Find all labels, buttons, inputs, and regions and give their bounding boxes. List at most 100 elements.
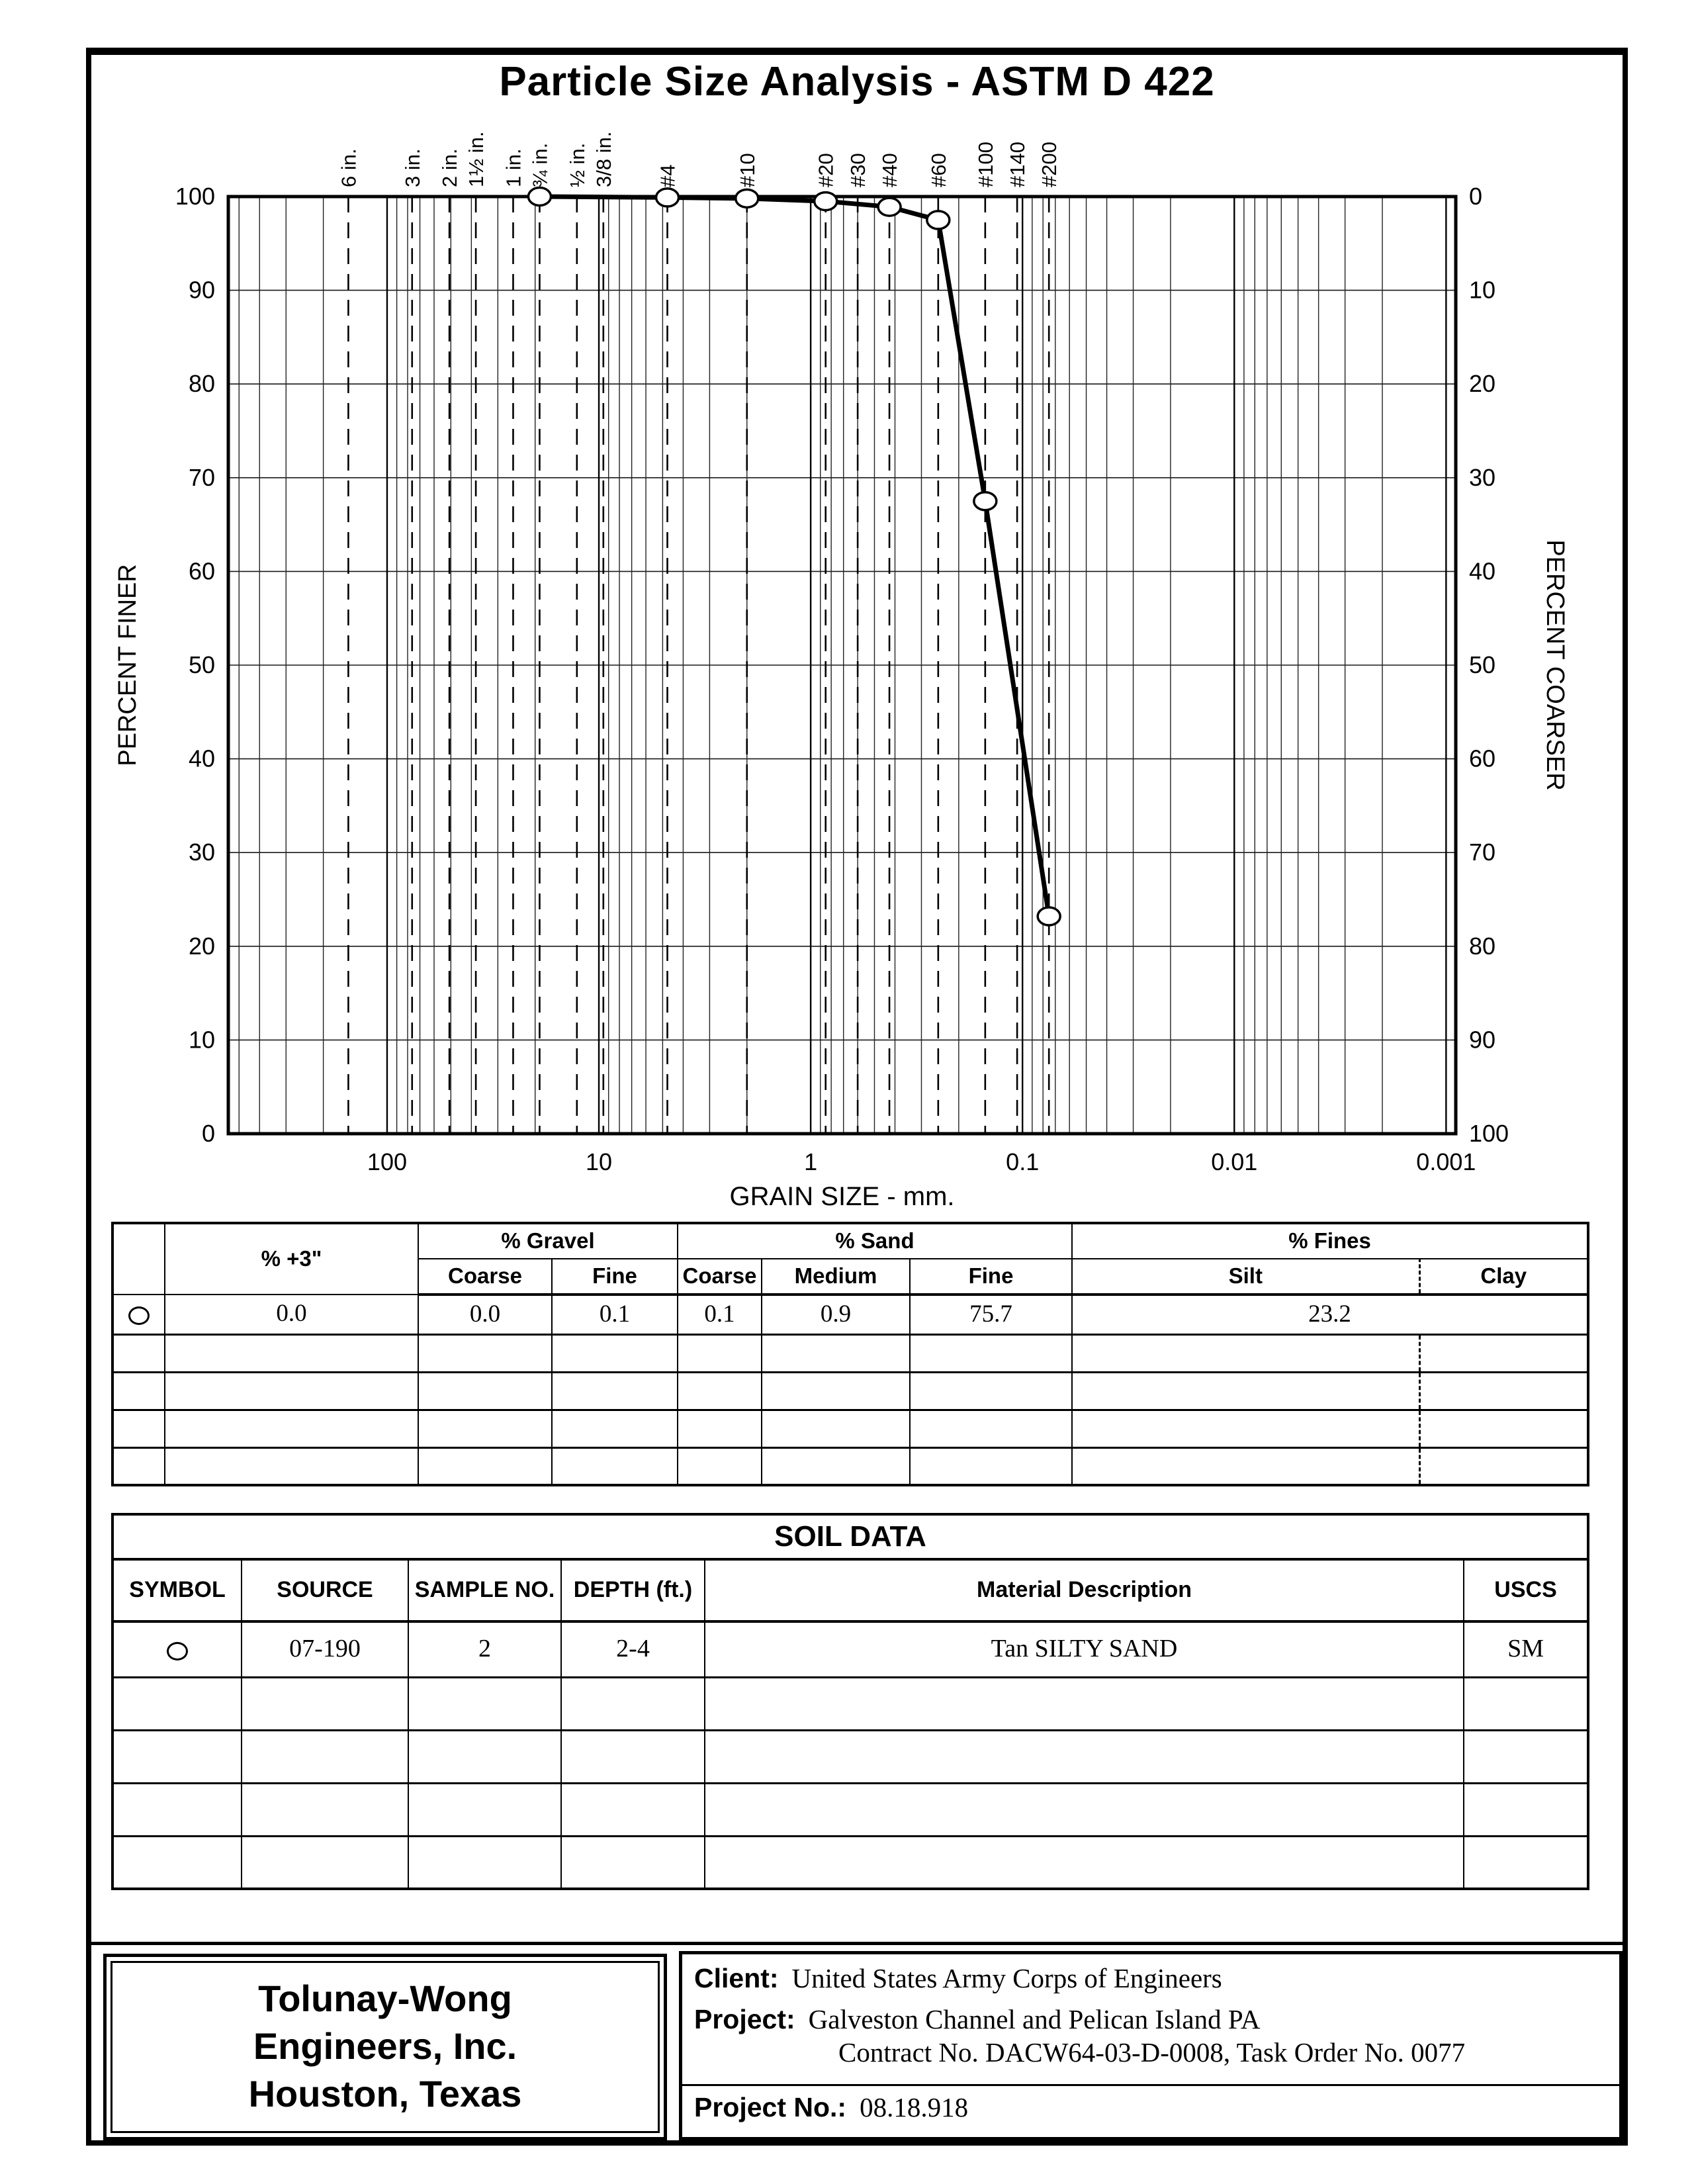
y-axis-left-tick-labels: 0 10 20 30 40 50 60 70 80 90 100 bbox=[175, 183, 215, 1147]
empty-cell bbox=[418, 1409, 553, 1449]
svg-text:70: 70 bbox=[1469, 839, 1495, 866]
empty-cell bbox=[112, 1835, 242, 1890]
page-title: Particle Size Analysis - ASTM D 422 bbox=[499, 59, 1215, 105]
empty-cell bbox=[551, 1447, 678, 1486]
grading-silt-header: Silt bbox=[1071, 1258, 1421, 1296]
svg-text:0.01: 0.01 bbox=[1211, 1148, 1257, 1175]
open-circle-marker bbox=[654, 187, 680, 208]
sieve-size-labels: 6 in. 3 in. 2 in. 1½ in. 1 in. ¾ in. ½ in. 3/8 … bbox=[337, 132, 1061, 187]
empty-cell bbox=[112, 1782, 242, 1837]
project-value-line2: Contract No. DACW64-03-D-0008, Task Orde… bbox=[838, 2037, 1466, 2068]
svg-text:100: 100 bbox=[1469, 1120, 1509, 1147]
empty-cell bbox=[551, 1371, 678, 1411]
empty-cell bbox=[560, 1729, 705, 1784]
grading-sand-medium-value: 0.9 bbox=[761, 1294, 911, 1336]
svg-text:30: 30 bbox=[1469, 464, 1495, 491]
soil-material-value: Tan SILTY SAND bbox=[704, 1621, 1464, 1678]
svg-text:0: 0 bbox=[202, 1120, 215, 1147]
empty-cell bbox=[909, 1447, 1073, 1486]
soil-data-title: SOIL DATA bbox=[111, 1514, 1589, 1561]
empty-cell bbox=[1462, 1782, 1589, 1837]
open-circle-marker bbox=[926, 210, 951, 230]
grading-fines-value: 23.2 bbox=[1071, 1294, 1589, 1336]
empty-cell bbox=[551, 1334, 678, 1373]
client-value: United States Army Corps of Engineers bbox=[791, 1963, 1222, 1993]
svg-text:0: 0 bbox=[1469, 183, 1482, 210]
svg-text:10: 10 bbox=[189, 1026, 215, 1053]
svg-text:½ in.: ½ in. bbox=[566, 143, 589, 187]
svg-text:#60: #60 bbox=[927, 153, 950, 187]
svg-text:6 in.: 6 in. bbox=[337, 148, 360, 187]
empty-cell bbox=[909, 1334, 1073, 1373]
svg-text:30: 30 bbox=[189, 839, 215, 866]
empty-cell bbox=[112, 1409, 165, 1449]
svg-text:#10: #10 bbox=[736, 153, 759, 187]
empty-cell bbox=[1071, 1334, 1421, 1373]
grading-gravel-fine-header: Fine bbox=[551, 1258, 678, 1296]
grading-clay-header: Clay bbox=[1418, 1258, 1589, 1296]
empty-row bbox=[112, 1729, 1589, 1784]
svg-text:60: 60 bbox=[189, 557, 215, 584]
client-label: Client: bbox=[694, 1963, 779, 1993]
plot-border bbox=[226, 195, 1458, 1136]
soil-material-header: Material Description bbox=[704, 1559, 1464, 1623]
svg-text:40: 40 bbox=[1469, 557, 1495, 584]
project-row: Project: Galveston Channel and Pelican Is… bbox=[694, 2003, 1619, 2035]
axis-titles: PERCENT FINER PERCENT COARSER GRAIN SIZE -… bbox=[114, 539, 1569, 1211]
empty-row bbox=[112, 1782, 1589, 1837]
svg-text:20: 20 bbox=[1469, 370, 1495, 397]
grading-gravel-header: % Gravel bbox=[418, 1222, 678, 1259]
client-row: Client: United States Army Corps of Engin… bbox=[694, 1962, 1619, 1994]
gradation-curve bbox=[539, 194, 1051, 917]
grading-data-row: 0.0 0.0 0.1 0.1 0.9 75.7 23.2 bbox=[112, 1294, 1589, 1336]
empty-cell bbox=[408, 1835, 562, 1890]
empty-cell bbox=[418, 1447, 553, 1486]
empty-cell bbox=[241, 1782, 409, 1837]
empty-cell bbox=[677, 1371, 762, 1411]
empty-cell bbox=[677, 1447, 762, 1486]
empty-cell bbox=[704, 1676, 1464, 1731]
empty-cell bbox=[112, 1371, 165, 1411]
company-name-line2: Engineers, Inc. bbox=[253, 2025, 517, 2067]
svg-text:90: 90 bbox=[1469, 1026, 1495, 1053]
svg-text:80: 80 bbox=[1469, 933, 1495, 960]
soil-source-header: SOURCE bbox=[241, 1559, 409, 1623]
svg-text:3 in.: 3 in. bbox=[401, 148, 424, 187]
empty-cell bbox=[560, 1676, 705, 1731]
empty-cell bbox=[761, 1409, 911, 1449]
svg-text:90: 90 bbox=[189, 277, 215, 304]
empty-cell bbox=[1462, 1729, 1589, 1784]
svg-text:10: 10 bbox=[1469, 277, 1495, 304]
empty-cell bbox=[112, 1447, 165, 1486]
project-contract-row: Contract No. DACW64-03-D-0008, Task Orde… bbox=[838, 2036, 1619, 2068]
grading-group-header-row: % +3" % Gravel % Sand % Fines bbox=[112, 1222, 1589, 1295]
empty-cell bbox=[1071, 1371, 1421, 1411]
svg-text:#140: #140 bbox=[1006, 142, 1029, 187]
soil-sample-no-value: 2 bbox=[408, 1621, 562, 1678]
open-circle-marker bbox=[527, 186, 553, 207]
empty-cell bbox=[112, 1334, 165, 1373]
empty-row bbox=[112, 1447, 1589, 1486]
empty-cell bbox=[909, 1409, 1073, 1449]
empty-cell bbox=[1071, 1447, 1421, 1486]
open-circle-symbol-icon bbox=[128, 1306, 150, 1325]
empty-cell bbox=[1071, 1409, 1421, 1449]
empty-row bbox=[112, 1371, 1589, 1411]
empty-cell bbox=[112, 1729, 242, 1784]
svg-text:0.1: 0.1 bbox=[1006, 1148, 1039, 1175]
svg-text:¾ in.: ¾ in. bbox=[528, 143, 551, 187]
grading-gravel-fine-value: 0.1 bbox=[551, 1294, 678, 1336]
footer-separator-line bbox=[86, 1942, 1628, 1945]
svg-text:40: 40 bbox=[189, 745, 215, 772]
empty-cell bbox=[761, 1334, 911, 1373]
sieve-size-lines bbox=[347, 197, 1050, 1134]
empty-cell bbox=[112, 1676, 242, 1731]
empty-cell bbox=[1462, 1676, 1589, 1731]
grading-plus3-value: 0.0 bbox=[164, 1294, 419, 1336]
svg-text:#4: #4 bbox=[656, 165, 680, 187]
empty-cell bbox=[418, 1371, 553, 1411]
svg-text:10: 10 bbox=[586, 1148, 612, 1175]
empty-cell bbox=[704, 1729, 1464, 1784]
svg-text:1: 1 bbox=[804, 1148, 817, 1175]
empty-cell bbox=[1418, 1334, 1589, 1373]
